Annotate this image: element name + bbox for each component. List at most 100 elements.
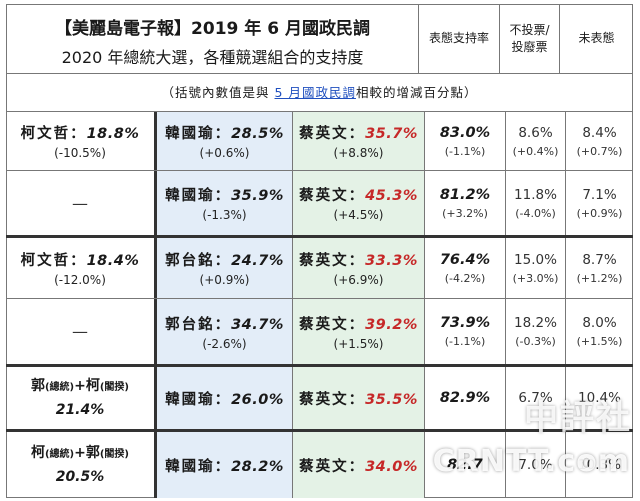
combo-b-role: (閣揆)	[99, 382, 129, 393]
support-value: 82.9%	[439, 390, 491, 406]
page-title: 【美麗島電子報】2019 年 6 月國政民調	[55, 19, 370, 39]
table-row: 柯文哲：18.8% (-10.5%) 韓國瑜：28.5% (+0.6%) 蔡英文…	[6, 112, 633, 171]
header-support-rate: 表態支持率	[419, 4, 500, 74]
ko-cell: —	[6, 171, 157, 235]
undecided-value: 10.4%	[578, 390, 621, 406]
tsai-name: 蔡英文：	[299, 188, 366, 204]
novote-value: 18.2%	[514, 315, 557, 331]
undecided-value: 8.0%	[582, 315, 617, 331]
watermark-chinese: 中評社	[524, 398, 632, 438]
undecided-change: (+0.9%)	[576, 206, 623, 220]
header-support-label: 表態支持率	[428, 31, 489, 45]
ko-pct: 18.4%	[86, 253, 140, 269]
ko-name: 柯文哲：	[20, 126, 87, 142]
tsai-pct: 34.0%	[365, 458, 418, 475]
ko-dash: —	[72, 193, 88, 213]
undecided-value: 8.4%	[582, 124, 617, 141]
tsai-change: (+6.9%)	[333, 273, 384, 287]
novote-change: (+0.4%)	[512, 144, 559, 158]
tsai-name: 蔡英文：	[299, 316, 366, 333]
support-cell: 83.0% (-1.1%)	[425, 112, 506, 170]
han-name: 韓國瑜：	[165, 391, 232, 408]
tsai-name: 蔡英文：	[299, 458, 366, 475]
combo-b: +郭	[74, 445, 100, 461]
header-undecided-label: 未表態	[578, 31, 615, 45]
tsai-change: (+4.5%)	[333, 208, 384, 222]
table-row: — 郭台銘：34.7% (-2.6%) 蔡英文：39.2% (+1.5%) 73…	[6, 299, 633, 367]
support-value: 83.0%	[439, 124, 491, 141]
undecided-change: (+1.5%)	[576, 335, 623, 348]
ko-dash: —	[72, 322, 88, 341]
tsai-cell: 蔡英文：45.3% (+4.5%)	[293, 171, 425, 235]
support-change: (-4.2%)	[444, 271, 486, 285]
table-row: 柯文哲：18.4% (-12.0%) 郭台銘：24.7% (+0.9%) 蔡英文…	[6, 238, 633, 299]
tsai-name: 蔡英文：	[299, 126, 366, 142]
combo-pct: 21.4%	[55, 402, 105, 418]
han-name: 郭台銘：	[165, 253, 232, 269]
han-cell: 郭台銘：34.7% (-2.6%)	[157, 299, 293, 364]
han-cell: 韓國瑜：28.5% (+0.6%)	[157, 112, 293, 170]
novote-change: (-0.3%)	[515, 335, 556, 348]
tsai-cell: 蔡英文：34.0%	[293, 432, 425, 498]
ko-cell: —	[6, 299, 157, 364]
han-pct: 35.9%	[231, 188, 284, 204]
support-cell: 76.4% (-4.2%)	[425, 238, 506, 298]
note-prefix: （括號內數值是與	[161, 85, 275, 100]
ko-pct: 18.8%	[86, 126, 140, 142]
tsai-change: (+1.5%)	[333, 336, 384, 351]
novote-cell: 18.2% (-0.3%)	[506, 299, 566, 364]
novote-cell: 6.7%	[506, 367, 566, 429]
undecided-cell: 8.7% (+1.2%)	[566, 238, 633, 298]
table-row: — 韓國瑜：35.9% (-1.3%) 蔡英文：45.3% (+4.5%) 81…	[6, 171, 633, 238]
undecided-change: (+0.7%)	[576, 144, 623, 158]
table-note: （括號內數值是與 5 月國政民調相較的增減百分點）	[6, 74, 633, 112]
combo-cell: 柯(總統)+郭(閣揆) 20.5%	[6, 432, 157, 498]
support-value: 73.9%	[439, 315, 491, 331]
han-name: 韓國瑜：	[165, 458, 232, 475]
tsai-change: (+8.8%)	[333, 146, 384, 160]
tsai-pct: 45.3%	[365, 188, 418, 204]
undecided-cell: 8.0% (+1.5%)	[566, 299, 633, 364]
han-cell: 韓國瑜：28.2%	[157, 432, 293, 498]
ko-cell: 柯文哲：18.8% (-10.5%)	[6, 112, 157, 170]
han-change: (-1.3%)	[202, 208, 247, 222]
tsai-cell: 蔡英文：35.7% (+8.8%)	[293, 112, 425, 170]
tsai-cell: 蔡英文：33.3% (+6.9%)	[293, 238, 425, 298]
undecided-cell: 10.4%	[566, 367, 633, 429]
novote-cell: 7.0%	[506, 432, 566, 498]
combo-a-role: (總統)	[44, 382, 75, 393]
novote-cell: 11.8% (-4.0%)	[506, 171, 566, 235]
support-change: (+3.2%)	[442, 206, 488, 220]
undecided-cell: 7.1% (+0.9%)	[566, 171, 633, 235]
combo-a-role: (總統)	[44, 449, 75, 460]
ko-change: (-10.5%)	[54, 146, 106, 160]
undecided-value: 7.1%	[582, 186, 617, 203]
tsai-pct: 35.7%	[365, 126, 418, 142]
combo-pct: 20.5%	[55, 469, 105, 485]
note-link[interactable]: 5 月國政民調	[274, 85, 356, 100]
han-cell: 韓國瑜：35.9% (-1.3%)	[157, 171, 293, 235]
header-undecided: 未表態	[560, 4, 633, 74]
novote-cell: 15.0% (+3.0%)	[506, 238, 566, 298]
table-row: 郭(總統)+柯(閣揆) 21.4% 韓國瑜：26.0% 蔡英文：35.5% 82…	[6, 367, 633, 432]
novote-cell: 8.6% (+0.4%)	[506, 112, 566, 170]
novote-value: 8.6%	[518, 124, 553, 141]
han-pct: 28.2%	[231, 458, 284, 475]
novote-value: 7.0%	[518, 457, 553, 473]
han-pct: 34.7%	[231, 316, 284, 333]
han-change: (-2.6%)	[202, 336, 247, 351]
support-value: 81.2%	[439, 186, 491, 203]
combo-b: +柯	[74, 378, 100, 394]
tsai-pct: 33.3%	[365, 253, 418, 269]
han-cell: 韓國瑜：26.0%	[157, 367, 293, 429]
support-value: 76.4%	[439, 251, 491, 268]
han-cell: 郭台銘：24.7% (+0.9%)	[157, 238, 293, 298]
tsai-pct: 35.5%	[365, 391, 418, 408]
tsai-pct: 39.2%	[365, 316, 418, 333]
novote-value: 15.0%	[514, 251, 557, 268]
novote-value: 6.7%	[518, 390, 553, 406]
tsai-name: 蔡英文：	[299, 391, 366, 408]
novote-value: 11.8%	[514, 186, 557, 203]
support-change: (-1.1%)	[444, 335, 486, 348]
han-change: (+0.9%)	[199, 273, 250, 287]
